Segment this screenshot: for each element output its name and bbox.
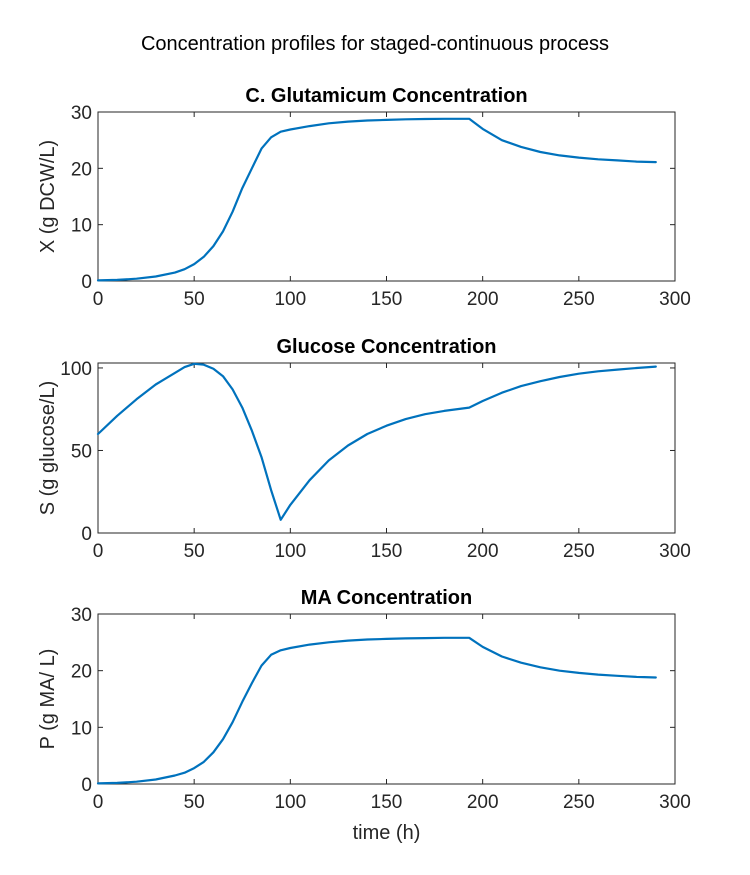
subplot-3: MA Concentration 0 50 100 150 200 250 300 0 10 20 3…: [37, 587, 691, 844]
y-tick-label: 0: [81, 272, 92, 293]
x-tick-label: 200: [467, 289, 499, 310]
y-axis-label: X (g DCW/L): [37, 140, 59, 253]
x-axis-label: time (h): [353, 822, 421, 844]
x-tick-label: 150: [371, 792, 403, 813]
x-tick-label: 150: [371, 289, 403, 310]
x-tick-label: 100: [274, 541, 306, 562]
x-tick-label: 250: [563, 289, 595, 310]
x-tick-label: 50: [184, 792, 205, 813]
y-tick-label: 20: [71, 159, 92, 180]
y-tick-label: 30: [71, 103, 92, 124]
y-tick-label: 10: [71, 718, 92, 739]
x-tick-label: 300: [659, 792, 691, 813]
subplot-2: Glucose Concentration 0 50 100 150 200 250 300 0…: [37, 336, 691, 562]
subplot-title: C. Glutamicum Concentration: [245, 85, 527, 107]
axes-frame: [97, 613, 676, 785]
x-tick-label: 200: [467, 541, 499, 562]
x-tick-label: 0: [93, 289, 104, 310]
x-tick-label: 50: [184, 289, 205, 310]
x-tick-label: 300: [659, 541, 691, 562]
series-line: [96, 362, 657, 521]
subplot-title: Glucose Concentration: [276, 336, 496, 358]
axes-frame: [97, 111, 676, 282]
x-tick-label: 250: [563, 541, 595, 562]
y-tick-label: 50: [71, 441, 92, 462]
y-axis-label: P (g MA/ L): [37, 649, 59, 750]
x-tick-label: 50: [184, 541, 205, 562]
x-tick-label: 150: [371, 541, 403, 562]
y-tick-label: 10: [71, 216, 92, 237]
x-tick-label: 250: [563, 792, 595, 813]
x-tick-label: 0: [93, 792, 104, 813]
y-tick-label: 0: [81, 524, 92, 545]
x-tick-label: 0: [93, 541, 104, 562]
x-tick-label: 300: [659, 289, 691, 310]
y-axis-label: S (g glucose/L): [37, 381, 59, 516]
y-tick-label: 100: [60, 359, 92, 380]
y-tick-label: 0: [81, 775, 92, 796]
subplot-title: MA Concentration: [301, 587, 472, 609]
axes-frame: [97, 362, 676, 534]
x-tick-label: 100: [274, 289, 306, 310]
y-tick-label: 30: [71, 605, 92, 626]
x-tick-label: 100: [274, 792, 306, 813]
y-tick-label: 20: [71, 662, 92, 683]
x-tick-label: 200: [467, 792, 499, 813]
figure-suptitle: Concentration profiles for staged-contin…: [141, 33, 609, 55]
series-line: [96, 636, 657, 785]
series-line: [96, 117, 657, 282]
